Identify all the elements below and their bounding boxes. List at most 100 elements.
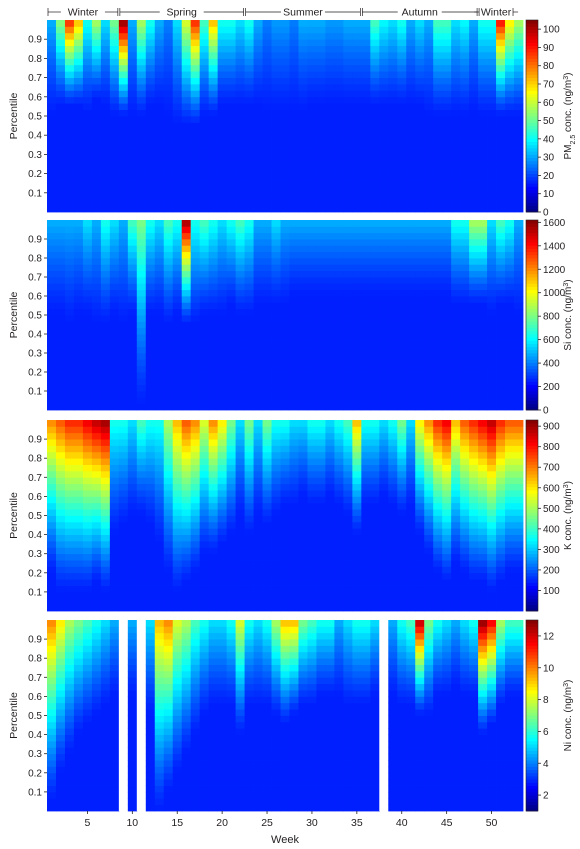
heatmap-cell [136, 308, 147, 316]
heatmap-cell [388, 96, 398, 104]
heatmap-cell [424, 154, 434, 162]
heatmap-cell [73, 528, 84, 535]
heatmap-cell [181, 283, 192, 291]
heatmap-cell [118, 283, 129, 291]
heatmap-cell [379, 458, 389, 465]
heatmap-cell [433, 90, 443, 98]
heatmap-cell [244, 32, 254, 40]
heatmap-cell [199, 296, 210, 303]
heatmap-cell [388, 226, 398, 234]
heatmap-cell [163, 192, 174, 200]
heatmap-cell [298, 591, 308, 599]
heatmap-cell [127, 71, 138, 78]
heatmap-cell [100, 180, 111, 187]
heatmap-cell [343, 96, 353, 104]
heatmap-cell [73, 477, 84, 485]
heatmap-cell [73, 496, 84, 504]
heatmap-cell [199, 391, 210, 398]
heatmap-cell [361, 84, 371, 91]
heatmap-cell [190, 439, 201, 446]
heatmap-cell [73, 553, 84, 561]
heatmap-cell [226, 58, 237, 66]
heatmap-column-week-13 [154, 220, 165, 411]
heatmap-cell [262, 439, 272, 446]
heatmap-cell [55, 334, 66, 341]
heatmap-cell [325, 264, 335, 272]
heatmap-cell [352, 579, 362, 586]
heatmap-cell [163, 205, 174, 213]
heatmap-cell [361, 470, 371, 478]
heatmap-cell [469, 116, 479, 123]
heatmap-cell [118, 528, 129, 535]
heatmap-cell [352, 353, 362, 360]
heatmap-cell [424, 426, 434, 434]
heatmap-cell [298, 141, 308, 149]
season-label: Winter [68, 7, 99, 19]
heatmap-cell [379, 45, 389, 53]
heatmap-cell [82, 439, 93, 446]
heatmap-cell [262, 296, 272, 303]
heatmap-cell [199, 598, 210, 606]
heatmap-cell [289, 71, 299, 78]
heatmap-cell [47, 296, 57, 303]
heatmap-cell [253, 199, 263, 206]
colorbar-step [526, 68, 538, 72]
heatmap-cell [298, 270, 308, 278]
heatmap-cell [109, 340, 120, 348]
heatmap-cell [271, 58, 281, 66]
heatmap-cell [505, 283, 515, 291]
heatmap-cell [343, 585, 353, 593]
heatmap-cell [217, 458, 228, 465]
heatmap-cell [208, 591, 219, 599]
heatmap-cell [397, 315, 407, 322]
heatmap-cell [253, 359, 263, 367]
heatmap-cell [91, 439, 102, 446]
heatmap-cell [487, 296, 497, 303]
heatmap-cell [190, 490, 201, 497]
heatmap-cell [451, 378, 461, 386]
heatmap-cell [289, 283, 299, 291]
colorbar-tick-label: 200 [543, 382, 560, 393]
heatmap-cell [253, 205, 263, 213]
heatmap-cell [208, 464, 219, 472]
heatmap-cell [118, 128, 129, 136]
heatmap-column-week-19 [208, 20, 219, 213]
heatmap-cell [343, 270, 353, 278]
heatmap-cell [55, 521, 66, 529]
heatmap-cell [460, 340, 470, 348]
heatmap-cell [487, 353, 497, 360]
heatmap-cell [442, 173, 452, 181]
heatmap-cell [109, 327, 120, 335]
heatmap-cell [469, 173, 479, 181]
heatmap-cell [145, 391, 156, 398]
heatmap-cell [397, 346, 407, 354]
heatmap-cell [406, 365, 416, 373]
heatmap-cell [208, 245, 219, 253]
heatmap-cell [370, 186, 380, 194]
heatmap-cell [82, 591, 93, 599]
heatmap-cell [433, 540, 443, 548]
heatmap-cell [47, 515, 57, 523]
heatmap-cell [154, 585, 165, 593]
heatmap-cell [244, 173, 254, 181]
heatmap-cell [424, 205, 434, 213]
heatmap-cell [289, 141, 299, 149]
heatmap-cell [433, 296, 443, 303]
heatmap-cell [424, 321, 434, 329]
heatmap-cell [316, 334, 326, 341]
heatmap-cell [307, 226, 317, 234]
heatmap-cell [145, 264, 156, 272]
heatmap-cell [82, 45, 93, 53]
heatmap-cell [181, 464, 192, 472]
heatmap-cell [100, 528, 111, 535]
heatmap-cell [235, 128, 245, 136]
heatmap-cell [334, 122, 344, 130]
heatmap-cell [361, 315, 371, 322]
heatmap-cell [370, 321, 380, 329]
heatmap-cell [73, 220, 84, 227]
heatmap-cell [370, 302, 380, 310]
heatmap-cell [451, 346, 461, 354]
heatmap-cell [325, 103, 335, 110]
heatmap-cell [100, 270, 111, 278]
heatmap-cell [226, 52, 237, 59]
